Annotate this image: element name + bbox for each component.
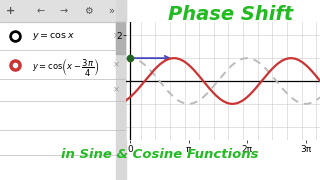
Bar — [0, 0, 126, 22]
Text: $y = \cos x$: $y = \cos x$ — [32, 30, 74, 42]
Text: +: + — [5, 6, 15, 16]
Text: Phase Shift: Phase Shift — [168, 5, 293, 24]
Text: ×: × — [113, 60, 120, 69]
Text: $y = \cos\!\left(x - \dfrac{3\pi}{4}\right)$: $y = \cos\!\left(x - \dfrac{3\pi}{4}\rig… — [32, 57, 99, 79]
Text: ×: × — [113, 86, 120, 94]
Text: ⚙: ⚙ — [84, 6, 93, 16]
Bar — [116, 0, 126, 180]
Text: »: » — [108, 6, 114, 16]
Bar — [116, 22, 126, 54]
Text: ×: × — [113, 31, 120, 40]
Text: in Sine & Cosine Functions: in Sine & Cosine Functions — [61, 148, 259, 161]
Text: ←: ← — [36, 6, 44, 16]
Text: →: → — [59, 6, 67, 16]
